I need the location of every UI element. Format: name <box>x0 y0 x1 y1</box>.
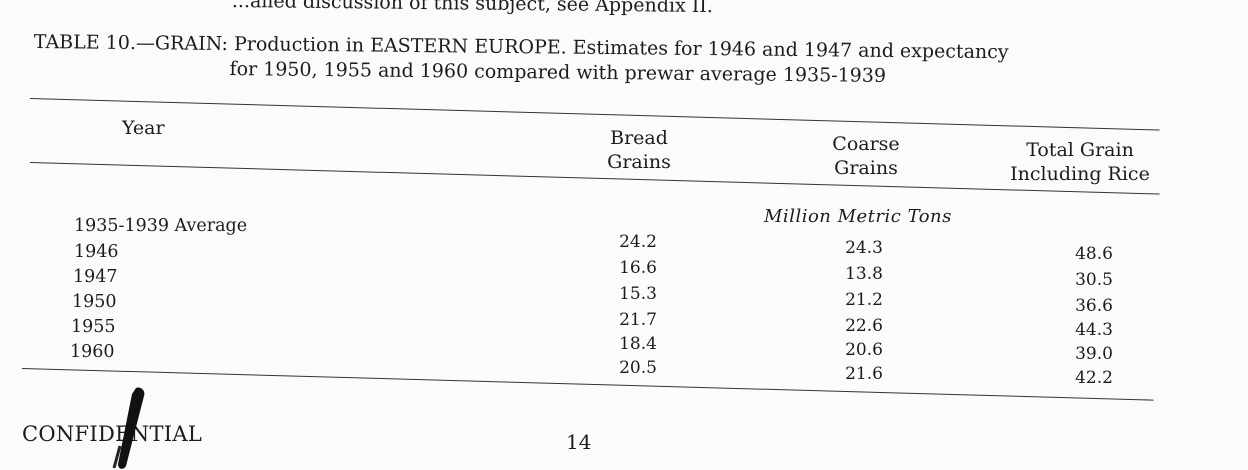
cell-coarse-grains: 20.6 <box>845 340 883 360</box>
column-header-bread-grains: Bread Grains <box>596 126 682 174</box>
units-label: Million Metric Tons <box>764 206 952 227</box>
cell-bread-grains: 20.5 <box>619 358 657 378</box>
column-header-total-grain: Total Grain Including Rice <box>992 138 1168 186</box>
table-row-year: 1955 <box>71 317 116 337</box>
cell-coarse-grains: 21.6 <box>845 364 883 384</box>
column-header-bread-line1: Bread <box>610 127 668 149</box>
cell-coarse-grains: 24.3 <box>845 238 883 258</box>
column-header-total-line1: Total Grain <box>1026 139 1134 161</box>
table-row-year: 1947 <box>73 267 118 287</box>
cell-total-grain: 39.0 <box>1075 344 1113 364</box>
column-header-bread-line2: Grains <box>607 151 671 173</box>
table-row-year: 1950 <box>72 292 117 312</box>
cell-bread-grains: 15.3 <box>619 284 657 304</box>
column-header-coarse-line1: Coarse <box>832 133 900 155</box>
cell-total-grain: 48.6 <box>1075 244 1113 264</box>
table-row-year: 1935-1939 Average <box>74 216 248 236</box>
cell-bread-grains: 16.6 <box>619 258 657 278</box>
cell-bread-grains: 24.2 <box>619 232 657 252</box>
table-header-rule <box>29 162 1160 195</box>
cell-coarse-grains: 13.8 <box>845 264 883 284</box>
classification-marking: CONFIDENTIAL <box>22 422 203 446</box>
cell-bread-grains: 18.4 <box>619 334 657 354</box>
cell-total-grain: 36.6 <box>1075 296 1113 316</box>
column-header-total-line2: Including Rice <box>1010 163 1150 185</box>
table-row-year: 1946 <box>74 242 119 262</box>
previous-text-fragment: ...ailed discussion of this subject, see… <box>231 0 713 18</box>
column-header-coarse-grains: Coarse Grains <box>818 132 914 180</box>
cell-total-grain: 30.5 <box>1075 270 1113 290</box>
page-number: 14 <box>566 430 592 454</box>
cell-total-grain: 44.3 <box>1075 320 1113 340</box>
cell-coarse-grains: 22.6 <box>845 316 883 336</box>
column-header-year: Year <box>122 117 165 139</box>
pen-stroke-icon <box>112 387 145 469</box>
table-row-year: 1960 <box>70 342 115 362</box>
table-top-rule <box>29 98 1160 131</box>
column-header-coarse-line2: Grains <box>834 157 898 179</box>
table-bottom-rule <box>21 368 1154 401</box>
cell-bread-grains: 21.7 <box>619 310 657 330</box>
table-caption: TABLE 10.—GRAIN: Production in EASTERN E… <box>33 30 1009 90</box>
cell-total-grain: 42.2 <box>1075 368 1113 388</box>
cell-coarse-grains: 21.2 <box>845 290 883 310</box>
